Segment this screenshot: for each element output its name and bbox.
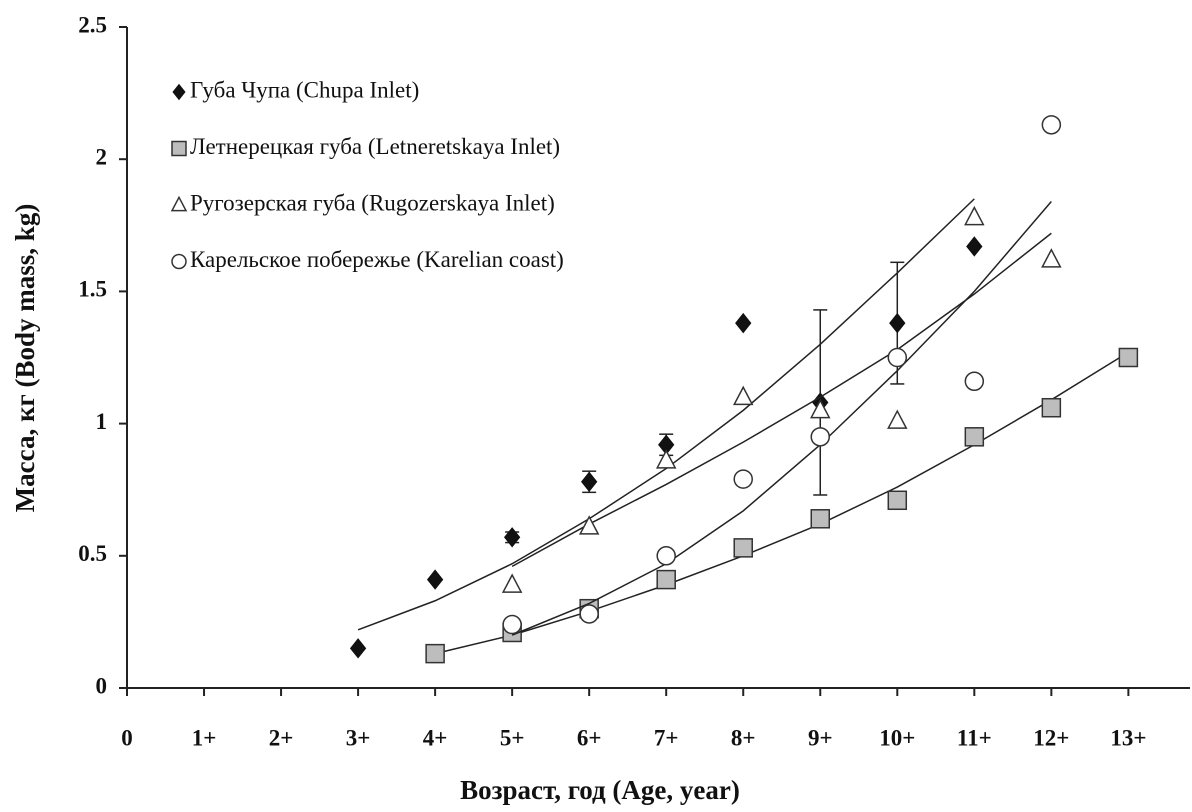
data-point bbox=[1041, 115, 1062, 135]
x-tick-label: 12+ bbox=[1033, 725, 1069, 750]
data-point bbox=[502, 614, 522, 635]
x-tick-label: 9+ bbox=[808, 725, 833, 750]
legend-marker bbox=[171, 253, 187, 270]
legend-marker bbox=[171, 140, 187, 157]
x-tick-label: 10+ bbox=[879, 725, 915, 750]
data-point bbox=[810, 509, 831, 529]
legend-label: Губа Чупа (Chupa Inlet) bbox=[190, 77, 419, 102]
data-point bbox=[656, 569, 676, 590]
data-point bbox=[733, 538, 753, 558]
data-point bbox=[655, 449, 677, 469]
x-tick-label: 8+ bbox=[731, 725, 756, 750]
data-point bbox=[501, 573, 523, 593]
data-point bbox=[579, 604, 599, 624]
data-point bbox=[426, 569, 444, 590]
trend-line bbox=[511, 232, 1052, 568]
x-tick-label: 11+ bbox=[957, 725, 992, 750]
x-tick-label: 6+ bbox=[577, 725, 602, 750]
x-axis-label: Возраст, год (Age, year) bbox=[460, 775, 740, 805]
y-axis-label: Масса, кг (Body mass, kg) bbox=[10, 204, 40, 513]
trend-line bbox=[511, 201, 1052, 636]
legend-marker bbox=[170, 195, 188, 212]
x-tick-label: 1+ bbox=[192, 725, 217, 750]
data-point bbox=[578, 515, 600, 535]
legend-label: Ругозерская губа (Rugozerskaya Inlet) bbox=[190, 190, 555, 215]
data-point bbox=[425, 643, 445, 664]
data-point bbox=[503, 527, 521, 548]
data-point bbox=[889, 312, 906, 334]
y-tick-label: 2.5 bbox=[78, 12, 107, 37]
data-point bbox=[964, 205, 985, 226]
data-point bbox=[733, 469, 753, 489]
data-point bbox=[1118, 347, 1139, 368]
x-tick-label: 0 bbox=[121, 725, 133, 750]
legend-label: Летнерецкая губа (Letneretskaya Inlet) bbox=[190, 134, 560, 159]
x-tick-label: 5+ bbox=[500, 725, 525, 750]
y-tick-label: 1 bbox=[96, 409, 108, 434]
legend-label: Карельское побережье (Karelian coast) bbox=[190, 247, 564, 272]
legend-marker bbox=[172, 83, 186, 101]
x-tick-label: 13+ bbox=[1110, 725, 1146, 750]
data-point bbox=[732, 385, 754, 406]
data-point bbox=[656, 546, 676, 566]
data-point bbox=[810, 398, 831, 419]
trend-line bbox=[434, 351, 1129, 655]
data-point bbox=[964, 371, 985, 392]
data-point bbox=[887, 409, 908, 429]
data-point bbox=[964, 427, 985, 447]
data-point bbox=[966, 236, 983, 257]
y-tick-label: 2 bbox=[96, 144, 108, 169]
x-tick-label: 7+ bbox=[654, 725, 679, 750]
data-point bbox=[887, 490, 908, 511]
data-point bbox=[1041, 397, 1062, 418]
y-tick-label: 0 bbox=[96, 673, 108, 698]
x-tick-label: 3+ bbox=[346, 725, 371, 750]
data-point bbox=[1041, 248, 1062, 268]
data-point bbox=[349, 638, 367, 659]
x-tick-label: 4+ bbox=[423, 725, 448, 750]
x-tick-label: 2+ bbox=[269, 725, 294, 750]
y-tick-label: 0.5 bbox=[78, 541, 107, 566]
data-point bbox=[581, 471, 598, 492]
data-point bbox=[735, 312, 752, 334]
data-point bbox=[810, 427, 831, 447]
y-tick-label: 1.5 bbox=[78, 277, 107, 302]
data-point bbox=[887, 347, 908, 368]
